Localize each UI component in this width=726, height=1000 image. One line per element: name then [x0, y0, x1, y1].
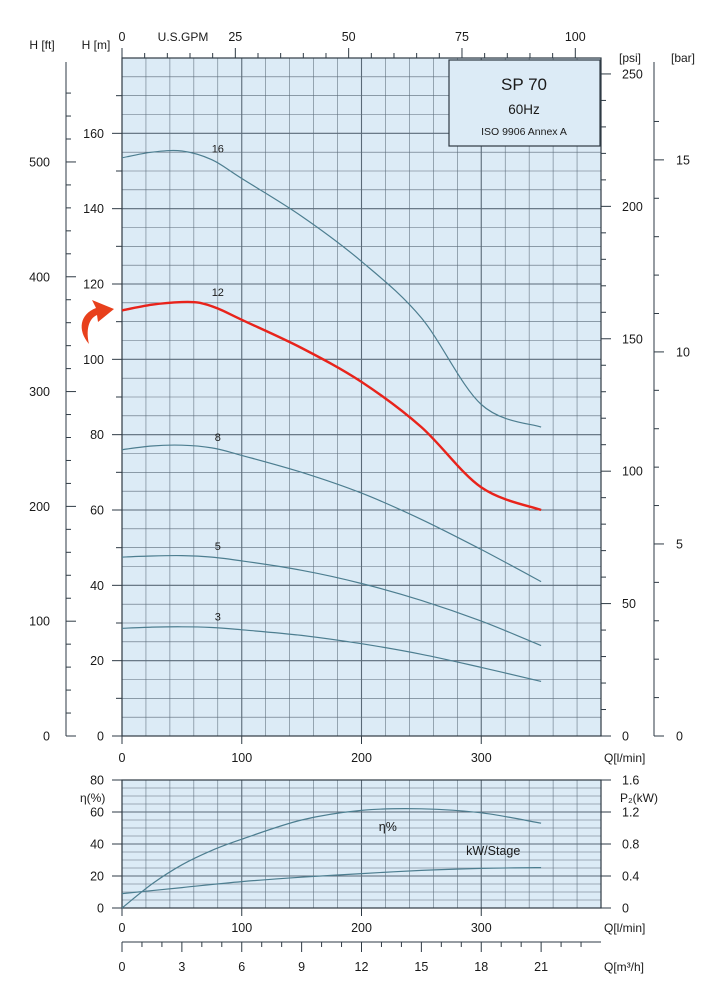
- h-m-tick-label: 40: [90, 579, 104, 593]
- standard-label: ISO 9906 Annex A: [481, 126, 567, 138]
- q-lmin-label-bottom: Q[l/min]: [604, 921, 645, 935]
- gpm-tick-label: 0: [119, 30, 126, 44]
- bar-tick-label: 10: [676, 345, 690, 359]
- head-curves: [121, 149, 542, 682]
- h-m-tick-label: 100: [83, 353, 104, 367]
- q-m3h-tick-label: 9: [298, 960, 305, 974]
- series-12-label: 12: [212, 287, 224, 299]
- h-ft-tick-label: 500: [29, 155, 50, 169]
- series-16-curve: [121, 149, 542, 428]
- eta-tick-label: 40: [90, 838, 104, 852]
- h-m-tick-label: 160: [83, 127, 104, 141]
- h-ft-tick-label: 300: [29, 385, 50, 399]
- series-16-label: 16: [212, 144, 224, 156]
- series-8-curve: [121, 444, 542, 583]
- eta-tick-label: 80: [90, 774, 104, 788]
- q-m3h-tick-label: 6: [238, 960, 245, 974]
- q-lmin-tick-label: 300: [471, 921, 492, 935]
- h-m-tick-label: 60: [90, 504, 104, 518]
- highlight-arrow-icon: [81, 300, 114, 344]
- h-ft-tick-label: 100: [29, 615, 50, 629]
- psi-tick-label: 0: [622, 730, 629, 744]
- q-m3h-tick-label: 18: [474, 960, 488, 974]
- psi-tick-label: 150: [622, 332, 643, 346]
- series-5-curve: [121, 554, 542, 647]
- q-lmin-tick-label: 200: [351, 921, 372, 935]
- q-m3h-label: Q[m³/h]: [604, 960, 644, 974]
- q-lmin-tick-label: 0: [119, 921, 126, 935]
- eta-axis-label: η(%): [80, 791, 105, 805]
- bar-tick-label: 15: [676, 153, 690, 167]
- q-lmin-label-top: Q[l/min]: [604, 751, 645, 765]
- head-plot-grid: [122, 58, 601, 736]
- model-title: SP 70: [501, 75, 547, 94]
- series-8-label: 8: [215, 432, 221, 444]
- q-lmin-tick-label: 100: [231, 921, 252, 935]
- psi-tick-label: 100: [622, 465, 643, 479]
- q-lmin-tick-label: 200: [351, 751, 372, 765]
- h-ft-symbol: H [ft]: [29, 38, 54, 52]
- p2-tick-label: 0: [622, 902, 629, 916]
- q-m3h-tick-label: 21: [534, 960, 548, 974]
- efficiency-curve: [121, 808, 542, 909]
- p2-tick-label: 1.6: [622, 774, 639, 788]
- psi-label: [psi]: [619, 51, 641, 65]
- q-m3h-tick-label: 0: [119, 960, 126, 974]
- series-3-label: 3: [215, 612, 221, 624]
- h-m-symbol: H [m]: [82, 38, 111, 52]
- eta-tick-label: 0: [97, 902, 104, 916]
- gpm-tick-label: 25: [228, 30, 242, 44]
- gpm-tick-label: 50: [342, 30, 356, 44]
- gpm-label: U.S.GPM: [158, 30, 209, 44]
- psi-tick-label: 200: [622, 200, 643, 214]
- p2-tick-label: 0.8: [622, 838, 639, 852]
- q-lmin-tick-label: 0: [119, 751, 126, 765]
- psi-tick-label: 50: [622, 597, 636, 611]
- q-lmin-tick-label: 300: [471, 751, 492, 765]
- power-curves: [121, 808, 542, 909]
- h-ft-tick-label: 200: [29, 500, 50, 514]
- gpm-tick-label: 100: [565, 30, 586, 44]
- power-plot-grid: [122, 780, 601, 908]
- bar-tick-label: 0: [676, 730, 683, 744]
- p2-axis-label: P₂(kW): [620, 791, 658, 805]
- efficiency-curve-label: η%: [379, 820, 397, 834]
- h-ft-tick-label: 0: [43, 730, 50, 744]
- p2-tick-label: 0.4: [622, 870, 639, 884]
- h-m-tick-label: 80: [90, 428, 104, 442]
- series-5-label: 5: [215, 541, 221, 553]
- series-12-curve: [121, 300, 542, 512]
- eta-tick-label: 60: [90, 806, 104, 820]
- h-m-tick-label: 20: [90, 654, 104, 668]
- bar-tick-label: 5: [676, 537, 683, 551]
- gpm-tick-label: 75: [455, 30, 469, 44]
- frequency-label: 60Hz: [508, 102, 540, 117]
- info-box: [448, 59, 601, 147]
- psi-tick-label: 250: [622, 67, 643, 81]
- eta-tick-label: 20: [90, 870, 104, 884]
- h-m-tick-label: 120: [83, 278, 104, 292]
- power-curve-label: kW/Stage: [466, 844, 520, 858]
- q-m3h-tick-label: 3: [178, 960, 185, 974]
- axis-tick-marks: [66, 48, 664, 952]
- q-m3h-tick-label: 12: [355, 960, 369, 974]
- curve-labels: 16 12 8 5 3 η% kW/Stage: [212, 144, 521, 859]
- p2-tick-label: 1.2: [622, 806, 639, 820]
- power-curve: [121, 867, 542, 895]
- axis-tick-labels: 0204060801001201401600100200300400500050…: [29, 30, 690, 974]
- h-m-tick-label: 0: [97, 730, 104, 744]
- q-lmin-tick-label: 100: [231, 751, 252, 765]
- bar-label: [bar]: [671, 51, 695, 65]
- q-m3h-tick-label: 15: [414, 960, 428, 974]
- series-3-curve: [121, 626, 542, 682]
- h-m-tick-label: 140: [83, 202, 104, 216]
- h-ft-tick-label: 400: [29, 270, 50, 284]
